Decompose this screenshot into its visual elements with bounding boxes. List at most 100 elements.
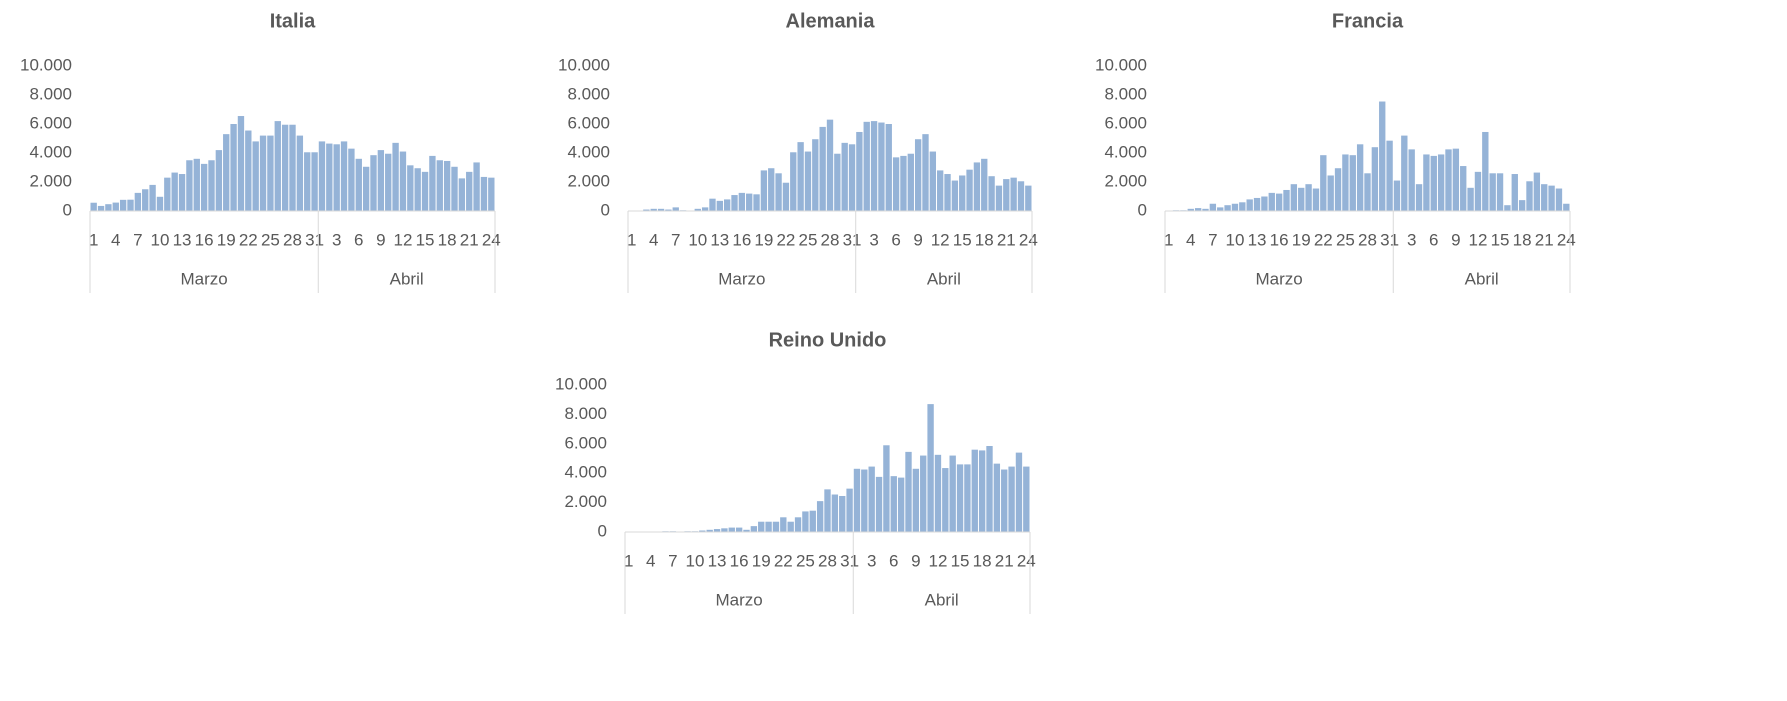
- bar: [905, 451, 912, 532]
- x-tick-label: 10: [688, 230, 707, 249]
- x-tick-label: 4: [649, 230, 658, 249]
- bar: [399, 151, 407, 211]
- bar: [1194, 208, 1202, 211]
- x-tick-label: 25: [796, 551, 815, 570]
- bar: [731, 195, 738, 211]
- y-tick-label: 10.000: [20, 55, 72, 74]
- bar: [782, 182, 790, 211]
- bar: [1445, 149, 1452, 211]
- bar: [1015, 452, 1023, 532]
- bar: [949, 455, 956, 532]
- bar: [942, 468, 949, 532]
- x-tick-label: 18: [1513, 230, 1532, 249]
- group-label: Marzo: [716, 590, 763, 609]
- x-tick-label: 15: [951, 551, 970, 570]
- bar: [1555, 188, 1563, 211]
- x-tick-label: 24: [1019, 230, 1038, 249]
- bar: [1268, 192, 1275, 211]
- bar: [407, 165, 414, 211]
- x-tick-label: 12: [393, 230, 412, 249]
- x-tick-label: 1: [1164, 230, 1173, 249]
- bar: [971, 449, 978, 532]
- x-tick-label: 25: [1336, 230, 1355, 249]
- x-tick-label: 22: [1314, 230, 1333, 249]
- x-tick-label: 12: [928, 551, 947, 570]
- bar: [920, 455, 927, 532]
- x-tick-label: 13: [1248, 230, 1267, 249]
- bar: [802, 511, 809, 532]
- bar: [760, 170, 768, 211]
- bar: [1408, 149, 1415, 211]
- y-tick-label: 2.000: [1104, 171, 1147, 190]
- bar: [296, 135, 304, 211]
- x-tick-label: 21: [995, 551, 1014, 570]
- bar: [1386, 140, 1393, 211]
- x-tick-label: 16: [1270, 230, 1289, 249]
- x-tick-label: 21: [460, 230, 479, 249]
- bar: [878, 122, 885, 211]
- bar: [149, 184, 156, 211]
- x-tick-label: 1: [624, 551, 633, 570]
- x-tick-label: 15: [953, 230, 972, 249]
- x-tick-label: 3: [332, 230, 341, 249]
- x-tick-label: 18: [438, 230, 457, 249]
- bar: [907, 153, 914, 211]
- bar: [127, 199, 134, 211]
- bar: [267, 135, 274, 211]
- bar: [1334, 168, 1342, 211]
- bar: [443, 160, 451, 211]
- bar: [1010, 177, 1017, 211]
- bar: [156, 196, 164, 211]
- bar: [333, 144, 340, 211]
- x-tick-label: 28: [283, 230, 302, 249]
- bar: [986, 446, 993, 532]
- bar: [846, 488, 853, 532]
- bar: [223, 134, 230, 211]
- group-label: Abril: [1465, 269, 1499, 288]
- x-tick-label: 22: [239, 230, 258, 249]
- bar: [839, 495, 846, 532]
- bar: [1327, 175, 1334, 211]
- bar: [1253, 197, 1261, 211]
- bar: [993, 463, 1001, 532]
- bar: [1415, 184, 1423, 211]
- x-tick-label: 3: [867, 551, 876, 570]
- bar: [966, 169, 973, 211]
- bar: [488, 177, 495, 211]
- bar: [112, 202, 119, 211]
- x-tick-label: 19: [754, 230, 773, 249]
- bar: [458, 178, 466, 211]
- bar: [414, 168, 421, 211]
- bar: [1246, 199, 1253, 211]
- bar: [215, 150, 223, 211]
- bar: [914, 139, 922, 211]
- bar: [1401, 135, 1408, 211]
- bar: [816, 501, 824, 532]
- bar: [841, 142, 848, 211]
- bar: [178, 174, 186, 211]
- bar: [657, 208, 665, 211]
- x-tick-label: 25: [799, 230, 818, 249]
- group-label: Abril: [390, 269, 424, 288]
- bar: [753, 194, 760, 211]
- x-tick-label: 31: [843, 230, 862, 249]
- group-label: Abril: [925, 590, 959, 609]
- bar: [885, 124, 892, 211]
- x-tick-label: 12: [931, 230, 950, 249]
- x-tick-label: 1: [89, 230, 98, 249]
- bar: [1504, 205, 1511, 211]
- chart-title: Italia: [270, 10, 316, 32]
- bar: [765, 521, 772, 532]
- bar: [1342, 154, 1349, 211]
- bar: [1224, 205, 1231, 211]
- bar: [171, 172, 178, 211]
- bar: [934, 454, 942, 532]
- bar: [868, 466, 875, 532]
- x-tick-label: 28: [1358, 230, 1377, 249]
- bar: [245, 130, 252, 211]
- bar: [1563, 203, 1570, 211]
- x-tick-label: 7: [1208, 230, 1217, 249]
- bar: [473, 162, 480, 211]
- bar: [694, 208, 701, 211]
- bar: [973, 162, 981, 211]
